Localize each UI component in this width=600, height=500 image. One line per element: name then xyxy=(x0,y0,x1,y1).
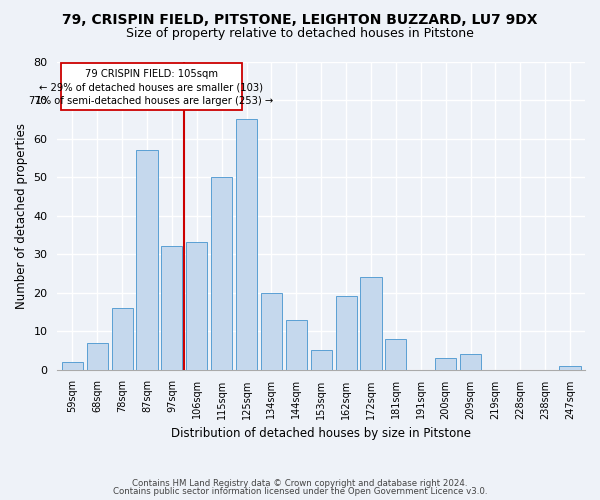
Bar xyxy=(211,177,232,370)
FancyBboxPatch shape xyxy=(61,64,242,110)
X-axis label: Distribution of detached houses by size in Pitstone: Distribution of detached houses by size … xyxy=(171,427,471,440)
Text: Contains public sector information licensed under the Open Government Licence v3: Contains public sector information licen… xyxy=(113,487,487,496)
Bar xyxy=(311,350,332,370)
Bar xyxy=(136,150,158,370)
Text: Contains HM Land Registry data © Crown copyright and database right 2024.: Contains HM Land Registry data © Crown c… xyxy=(132,478,468,488)
Bar xyxy=(435,358,456,370)
Text: Size of property relative to detached houses in Pitstone: Size of property relative to detached ho… xyxy=(126,28,474,40)
Bar xyxy=(62,362,83,370)
Bar xyxy=(361,277,382,370)
Bar xyxy=(161,246,182,370)
Bar xyxy=(261,292,282,370)
Bar xyxy=(559,366,581,370)
Bar xyxy=(186,242,208,370)
Text: 79 CRISPIN FIELD: 105sqm: 79 CRISPIN FIELD: 105sqm xyxy=(85,69,218,79)
Bar xyxy=(86,342,108,369)
Text: 79, CRISPIN FIELD, PITSTONE, LEIGHTON BUZZARD, LU7 9DX: 79, CRISPIN FIELD, PITSTONE, LEIGHTON BU… xyxy=(62,12,538,26)
Bar xyxy=(335,296,356,370)
Bar xyxy=(236,120,257,370)
Text: ← 29% of detached houses are smaller (103): ← 29% of detached houses are smaller (10… xyxy=(40,82,263,92)
Bar xyxy=(385,339,406,370)
Bar xyxy=(112,308,133,370)
Bar xyxy=(460,354,481,370)
Bar xyxy=(286,320,307,370)
Y-axis label: Number of detached properties: Number of detached properties xyxy=(15,122,28,308)
Text: 71% of semi-detached houses are larger (253) →: 71% of semi-detached houses are larger (… xyxy=(29,96,274,106)
